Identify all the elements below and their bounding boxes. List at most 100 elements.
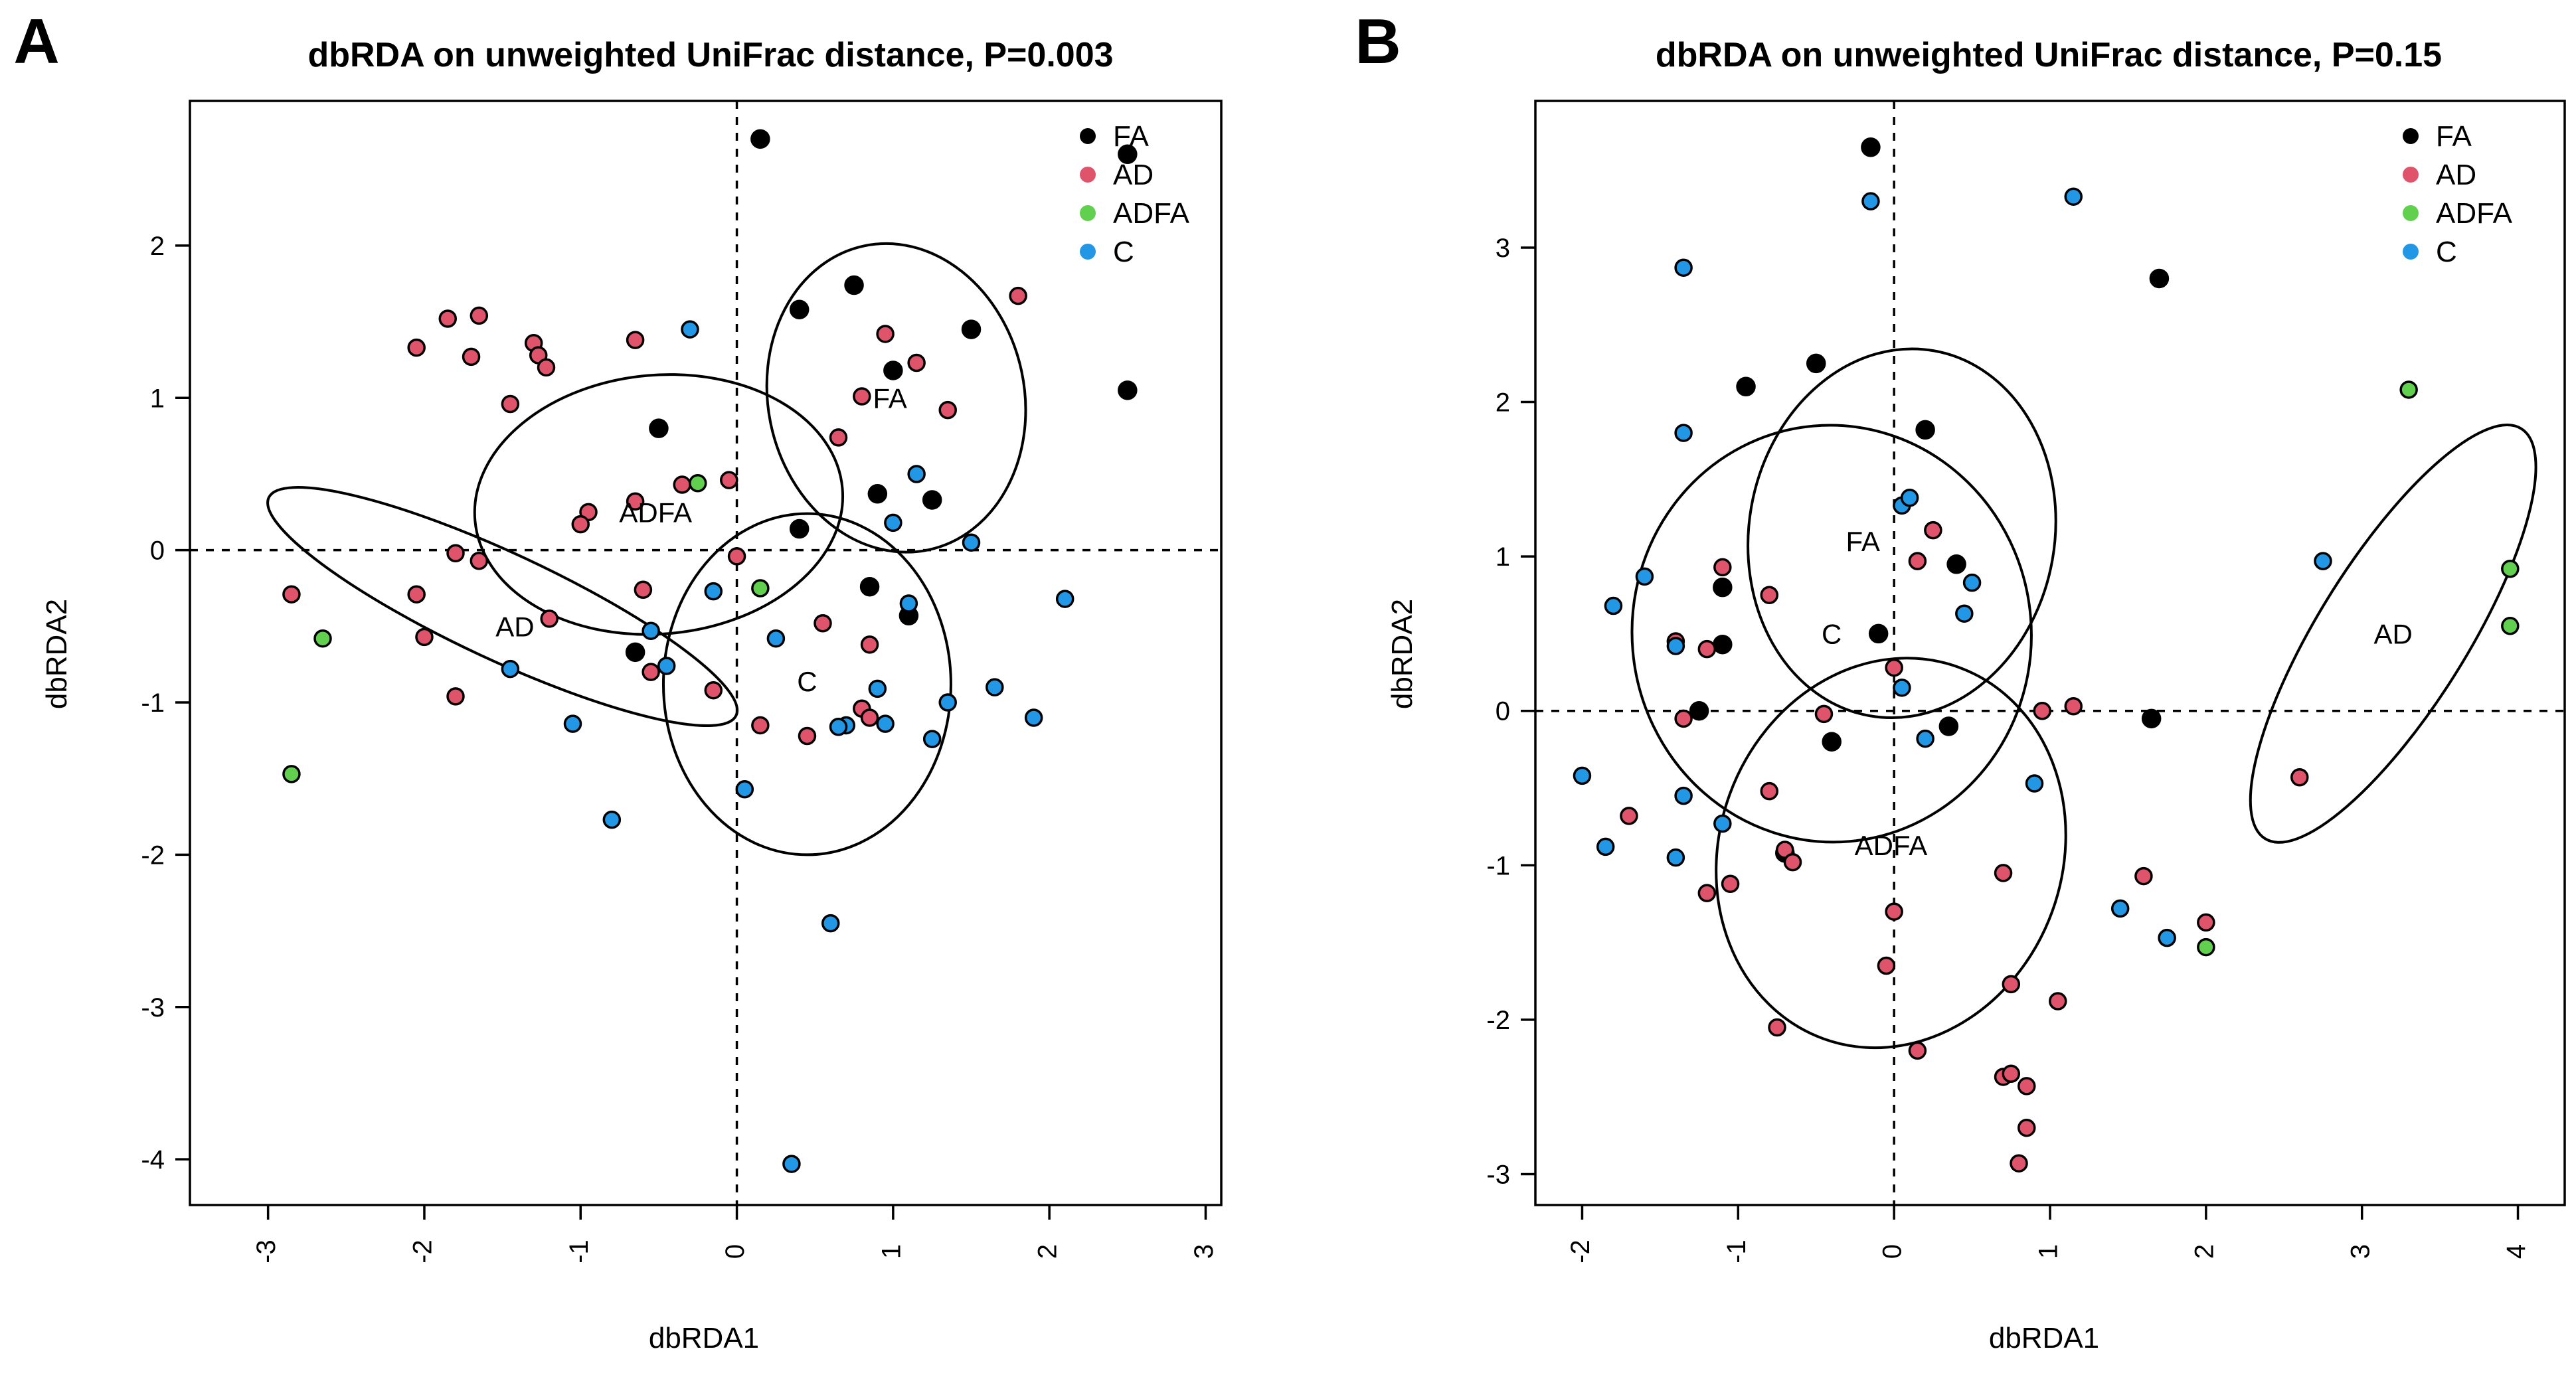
point-c (782, 1155, 801, 1173)
x-tick-label: 1 (2034, 1244, 2063, 1259)
point-ad (2134, 866, 2153, 886)
point-adfa (282, 765, 301, 783)
point-c (938, 693, 957, 712)
point-c (1666, 848, 1685, 867)
ellipse-ad (266, 486, 739, 728)
x-tick-label: 3 (1189, 1244, 1219, 1259)
point-ad (814, 614, 832, 633)
point-ad (2048, 992, 2067, 1010)
point-c (1962, 573, 1982, 592)
point-ad (1768, 1018, 1786, 1037)
x-axis-label: dbRDA1 (649, 1322, 759, 1354)
series-c (501, 320, 1074, 1173)
x-tick-label: -1 (564, 1240, 594, 1263)
point-c (1916, 729, 1934, 748)
point-c (563, 714, 582, 733)
point-c (766, 629, 786, 648)
point-fa (750, 129, 770, 149)
point-ad (540, 609, 558, 628)
point-ad (446, 544, 465, 563)
point-ad (1877, 956, 1896, 975)
point-ad (642, 663, 660, 681)
point-fa (2141, 708, 2162, 729)
point-c (2158, 928, 2176, 947)
point-c (1955, 604, 1974, 623)
point-ad (470, 551, 489, 570)
point-c (986, 678, 1004, 696)
legend-label-fa: FA (2436, 120, 2472, 153)
ellipse-label-ad: AD (2373, 618, 2412, 649)
point-adfa (2501, 559, 2520, 578)
ellipse-label-c: C (797, 666, 817, 697)
point-ad (438, 309, 457, 328)
point-ad (501, 394, 520, 414)
x-tick-label: -2 (408, 1240, 438, 1263)
point-c (1713, 814, 1732, 833)
legend-marker-c (1080, 244, 1096, 260)
plot-frame (189, 100, 1223, 1206)
point-c (821, 914, 840, 933)
point-ad (1760, 781, 1779, 801)
point-fa (1118, 380, 1138, 400)
point-fa (1868, 623, 1889, 644)
x-axis-label: dbRDA1 (1989, 1322, 2099, 1354)
point-c (1674, 258, 1693, 277)
y-tick-label: 0 (150, 536, 165, 566)
ellipse-c (1630, 424, 2033, 844)
point-ad (470, 306, 489, 325)
point-fa (625, 642, 645, 663)
point-c (1666, 637, 1685, 655)
legend: FA AD ADFA C (1080, 120, 1190, 268)
point-fa (1118, 144, 1138, 165)
point-ad (853, 387, 871, 406)
x-tick-label: -2 (1566, 1240, 1595, 1263)
y-tick-label: 1 (150, 384, 165, 413)
chart-title: dbRDA on unweighted UniFrac distance, P=… (307, 36, 1113, 74)
point-ad (1885, 902, 1903, 921)
point-ad (860, 708, 879, 727)
y-tick-label: 3 (1496, 234, 1510, 263)
series-c (1573, 187, 2332, 947)
legend-label-adfa: ADFA (2436, 197, 2513, 230)
point-ad (462, 347, 481, 366)
point-fa (789, 299, 810, 319)
legend-marker-ad (2403, 167, 2419, 183)
point-c (1055, 590, 1074, 608)
point-adfa (2197, 937, 2215, 957)
point-fa (1861, 137, 1881, 157)
x-tick-label: 0 (721, 1244, 750, 1259)
point-c (2314, 552, 2332, 570)
point-ad (1924, 521, 1942, 540)
y-tick-label: 1 (1496, 542, 1510, 572)
point-c (704, 582, 723, 601)
legend-marker-adfa (2403, 205, 2419, 221)
point-fa (2149, 268, 2170, 289)
point-ad (537, 358, 556, 377)
point-ad (1713, 558, 1732, 577)
x-tick-label: 2 (2190, 1244, 2219, 1259)
point-c (1861, 192, 1880, 210)
series-adfa (2197, 380, 2520, 957)
point-fa (1822, 732, 1842, 752)
point-c (1900, 488, 1919, 507)
y-axis-label: dbRDA2 (41, 599, 73, 709)
point-c (884, 513, 902, 532)
series-ad (282, 286, 1027, 746)
ellipse-label-fa: FA (1846, 526, 1880, 557)
legend-label-adfa: ADFA (1113, 197, 1190, 230)
legend-label-c: C (1113, 236, 1134, 268)
series-fa (1689, 137, 2170, 863)
ellipse-label-adfa: ADFA (1855, 830, 1928, 861)
point-fa (1946, 554, 1966, 574)
point-c (922, 730, 942, 748)
ellipse-label-c: C (1822, 618, 1842, 649)
point-fa (1736, 376, 1756, 397)
point-c (962, 533, 981, 552)
point-c (1604, 596, 1623, 615)
point-ad (626, 492, 645, 511)
point-c (1596, 837, 1615, 856)
legend-marker-fa (2403, 128, 2419, 144)
point-ad (938, 400, 957, 420)
point-fa (1806, 353, 1826, 374)
